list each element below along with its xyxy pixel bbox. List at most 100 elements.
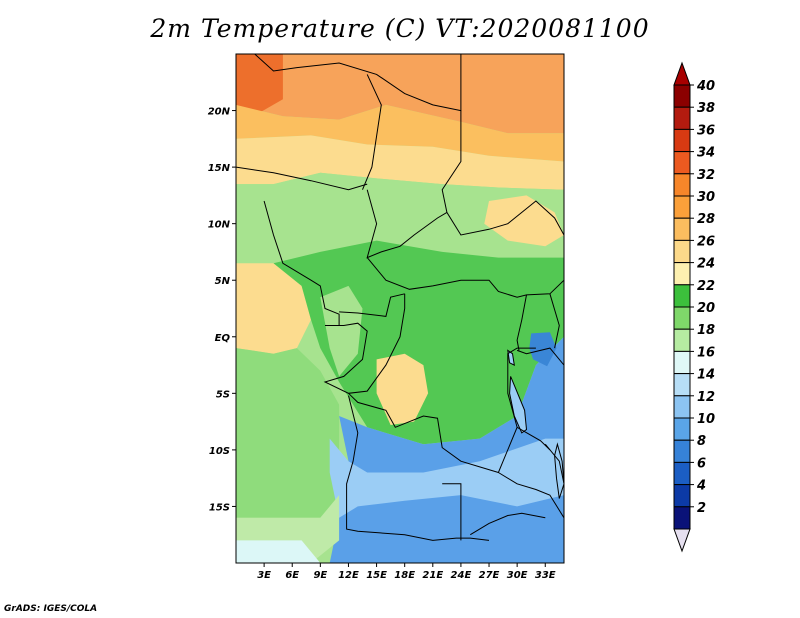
lat-tick-label: 10N xyxy=(208,220,231,231)
lat-tick-label: 15S xyxy=(209,502,230,513)
border-line-15 xyxy=(498,472,564,519)
colorbar-label-26: 26 xyxy=(697,234,715,249)
country-borders xyxy=(236,54,564,541)
region-savanna-light-green xyxy=(236,172,564,264)
border-line-9 xyxy=(348,347,536,474)
colorbar-swatch-20 xyxy=(673,306,691,330)
border-line-6 xyxy=(366,257,564,298)
colorbar-swatch-10 xyxy=(673,417,691,441)
region-southern-blue xyxy=(329,336,564,563)
lat-tick-label: 20N xyxy=(208,107,231,118)
colorbar-label-30: 30 xyxy=(697,190,715,205)
lon-tick-label: 30E xyxy=(507,570,528,581)
temperature-fill xyxy=(236,54,564,563)
region-southern-light-blue xyxy=(329,438,564,518)
grads-credit: GrADS: IGES/COLA xyxy=(4,604,98,614)
colorbar-label-40: 40 xyxy=(696,79,715,94)
colorbar-label-8: 8 xyxy=(697,434,706,449)
region-gulf-warm-zone xyxy=(236,263,311,354)
lat-tick-label: 5N xyxy=(215,276,231,287)
colorbar-swatch-28 xyxy=(673,217,691,241)
colorbar-label-34: 34 xyxy=(697,146,715,161)
border-line-18 xyxy=(470,512,546,536)
colorbar-label-20: 20 xyxy=(697,301,715,316)
map-area xyxy=(235,53,565,564)
region-gabon-light-green xyxy=(320,285,363,377)
lon-tick-label: 12E xyxy=(338,570,359,581)
border-line-5 xyxy=(366,189,448,259)
border-line-3 xyxy=(441,110,564,236)
colorbar-label-28: 28 xyxy=(697,212,715,227)
colorbar-swatch-2 xyxy=(673,506,691,530)
border-line-1 xyxy=(236,166,368,191)
colorbar-label-14: 14 xyxy=(697,368,715,383)
border-line-11 xyxy=(549,293,560,349)
lat-tick-label: 5S xyxy=(216,389,230,400)
colorbar-swatch-24 xyxy=(673,262,691,286)
lon-tick-label: 27E xyxy=(479,570,500,581)
map-frame xyxy=(235,53,565,564)
colorbar: 40 38 36 34 32 30 28 26 24 22 20 18 16 14 12 10 8 6 4 2 xyxy=(673,61,715,553)
colorbar-bottom-arrow xyxy=(673,528,691,553)
region-lake-victoria xyxy=(529,332,557,367)
colorbar-label-10: 10 xyxy=(697,412,715,427)
colorbar-swatch-40 xyxy=(673,84,691,108)
border-line-14 xyxy=(442,483,462,541)
colorbar-top-arrow xyxy=(673,61,691,86)
colorbar-swatch-38 xyxy=(673,106,691,130)
lon-tick-label: 6E xyxy=(285,570,299,581)
colorbar-label-24: 24 xyxy=(697,257,715,272)
colorbar-swatch-18 xyxy=(673,328,691,352)
region-hot-north xyxy=(236,54,564,134)
colorbar-label-32: 32 xyxy=(697,168,715,183)
colorbar-swatch-22 xyxy=(673,284,691,308)
latitude-axis: 20N 15N 10N 5N EQ 5S 10S 15S xyxy=(208,107,236,513)
colorbar-label-6: 6 xyxy=(697,456,706,471)
lon-tick-label: 18E xyxy=(394,570,415,581)
lat-tick-label: EQ xyxy=(215,333,231,344)
lon-tick-label: 9E xyxy=(313,570,327,581)
colorbar-swatch-14 xyxy=(673,373,691,397)
lon-tick-label: 15E xyxy=(366,570,387,581)
colorbar-label-2: 2 xyxy=(697,501,706,516)
border-line-2 xyxy=(362,74,382,190)
lon-tick-label: 33E xyxy=(535,570,556,581)
border-line-12 xyxy=(516,347,564,366)
lake-outline-2 xyxy=(507,349,515,366)
colorbar-swatch-34 xyxy=(673,151,691,175)
longitude-axis: 3E 6E 9E 12E 15E 18E 21E 24E 27E 30E 33E xyxy=(257,563,556,581)
lon-tick-label: 21E xyxy=(422,570,443,581)
colorbar-label-18: 18 xyxy=(697,323,715,338)
colorbar-swatch-30 xyxy=(673,195,691,219)
border-line-10 xyxy=(516,294,527,351)
colorbar-swatch-4 xyxy=(673,484,691,508)
border-line-7 xyxy=(339,293,405,317)
border-line-17 xyxy=(544,443,564,484)
border-line-16 xyxy=(516,426,551,451)
region-northern-orange-band xyxy=(236,104,564,162)
border-line-4 xyxy=(263,200,340,326)
colorbar-swatch-32 xyxy=(673,173,691,197)
colorbar-swatch-26 xyxy=(673,239,691,264)
colorbar-label-38: 38 xyxy=(697,101,715,116)
lat-tick-label: 15N xyxy=(208,163,231,174)
border-line-8 xyxy=(323,293,406,394)
colorbar-swatch-6 xyxy=(673,461,691,486)
colorbar-swatch-36 xyxy=(673,128,691,153)
lon-tick-label: 3E xyxy=(257,570,271,581)
colorbar-label-12: 12 xyxy=(697,390,715,405)
colorbar-label-16: 16 xyxy=(697,345,715,360)
lat-tick-label: 10S xyxy=(209,446,230,457)
border-line-0 xyxy=(254,54,462,112)
colorbar-swatch-8 xyxy=(673,439,691,463)
region-sahel-light-band xyxy=(236,135,564,190)
chart-title: 2m Temperature (C) VT:2020081100 xyxy=(150,14,650,43)
region-ocean-south-mid-green xyxy=(236,348,340,518)
colorbar-label-36: 36 xyxy=(697,123,715,138)
region-central-warm-patch xyxy=(376,353,429,425)
colorbar-label-4: 4 xyxy=(696,479,706,494)
colorbar-swatch-12 xyxy=(673,395,691,419)
lon-tick-label: 24E xyxy=(451,570,472,581)
colorbar-label-22: 22 xyxy=(697,279,715,294)
